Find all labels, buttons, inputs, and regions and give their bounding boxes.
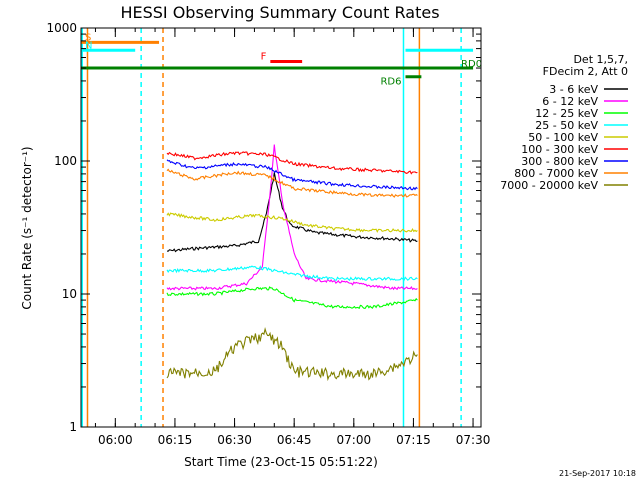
x-tick-label-1: 06:15 bbox=[158, 433, 193, 447]
flag-layer: SN F RD0 RD6 bbox=[81, 28, 482, 427]
y-tick-label-3: 1000 bbox=[46, 21, 77, 35]
plot-frame bbox=[80, 27, 482, 428]
legend-header-0: Det 1,5,7, bbox=[573, 53, 628, 66]
x-tick-label-5: 07:15 bbox=[396, 433, 431, 447]
flag-label-4: RD0 bbox=[461, 59, 482, 70]
series-line-7 bbox=[166, 168, 418, 198]
x-tick-label-4: 07:00 bbox=[337, 433, 372, 447]
x-tick-label-2: 06:30 bbox=[217, 433, 252, 447]
axis-layer: 06:00 06:15 06:30 06:45 07:00 07:15 07:30 1 10 10… bbox=[46, 21, 490, 447]
y-tick-label-2: 100 bbox=[54, 154, 77, 168]
legend-label-8: 7000 - 20000 keV bbox=[500, 179, 598, 192]
flag-label-5: RD6 bbox=[380, 77, 401, 88]
y-tick-label-1: 10 bbox=[62, 287, 77, 301]
legend-label-4: 50 - 100 keV bbox=[528, 131, 598, 144]
x-tick-label-3: 06:45 bbox=[277, 433, 312, 447]
x-axis-label: Start Time (23-Oct-15 05:51:22) bbox=[184, 455, 378, 469]
legend-label-3: 25 - 50 keV bbox=[535, 119, 598, 132]
flag-label-0: S bbox=[85, 32, 91, 43]
legend-label-1: 6 - 12 keV bbox=[542, 95, 598, 108]
y-tick-label-0: 1 bbox=[69, 420, 77, 434]
series-line-0 bbox=[166, 172, 418, 253]
flag-label-3: F bbox=[261, 51, 267, 62]
legend-header-1: FDecim 2, Att 0 bbox=[543, 65, 628, 78]
series-line-5 bbox=[166, 151, 418, 175]
series-line-4 bbox=[166, 212, 418, 233]
chart-title: HESSI Observing Summary Count Rates bbox=[120, 3, 439, 22]
x-tick-label-0: 06:00 bbox=[98, 433, 133, 447]
legend-label-5: 100 - 300 keV bbox=[521, 143, 598, 156]
series-line-6 bbox=[166, 159, 418, 191]
legend-label-7: 800 - 7000 keV bbox=[514, 167, 598, 180]
timestamp: 21-Sep-2017 10:18 bbox=[559, 469, 636, 478]
series-line-2 bbox=[166, 286, 418, 310]
legend-label-6: 300 - 800 keV bbox=[521, 155, 598, 168]
x-tick-label-6: 07:30 bbox=[456, 433, 491, 447]
series-layer bbox=[166, 144, 418, 382]
legend-label-0: 3 - 6 keV bbox=[549, 83, 598, 96]
y-axis-label: Count Rate (s⁻¹ detector⁻¹) bbox=[20, 146, 34, 309]
series-line-8 bbox=[166, 327, 418, 382]
flag-label-1: N bbox=[85, 40, 92, 51]
series-line-1 bbox=[166, 144, 418, 291]
legend-label-2: 12 - 25 keV bbox=[535, 107, 598, 120]
series-line-3 bbox=[166, 265, 418, 282]
